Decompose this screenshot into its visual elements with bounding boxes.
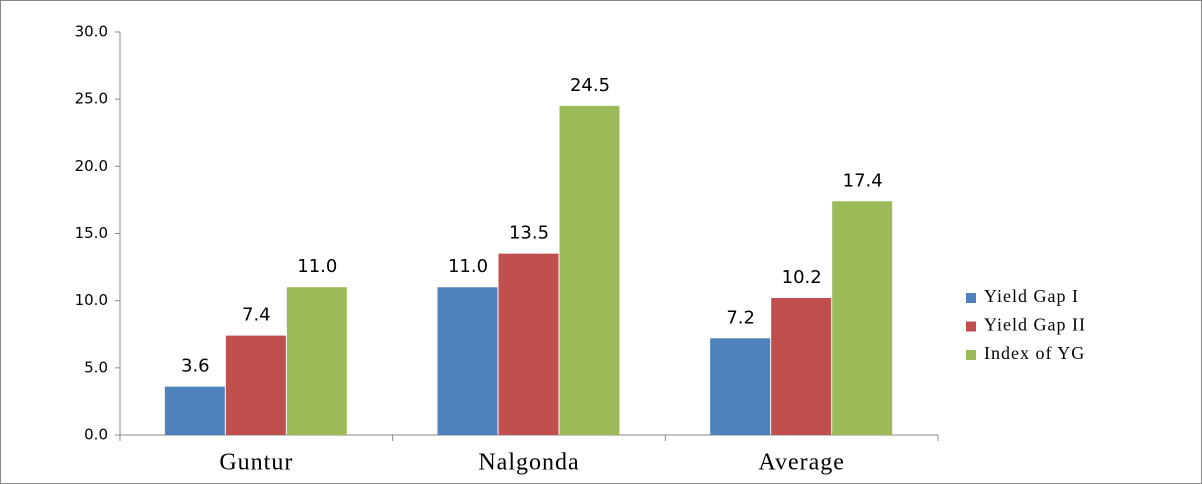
bar xyxy=(437,287,498,435)
data-label: 10.2 xyxy=(782,267,822,288)
legend-label: Yield Gap II xyxy=(984,315,1086,335)
y-tick-label: 30.0 xyxy=(75,23,108,41)
y-tick-label: 0.0 xyxy=(84,426,108,444)
y-tick-label: 15.0 xyxy=(75,224,108,242)
legend-swatch xyxy=(966,321,976,332)
data-label: 17.4 xyxy=(843,170,883,191)
bar xyxy=(832,201,893,435)
data-label: 7.4 xyxy=(242,305,271,326)
bar xyxy=(498,253,559,435)
y-tick-label: 20.0 xyxy=(75,157,108,175)
legend-label: Yield Gap I xyxy=(984,286,1079,306)
x-tick-label: Nalgonda xyxy=(478,450,579,476)
x-tick-label: Guntur xyxy=(219,450,293,476)
y-tick-label: 10.0 xyxy=(75,291,108,309)
y-tick-label: 5.0 xyxy=(84,358,108,376)
legend-label: Index of YG xyxy=(984,343,1085,363)
bar xyxy=(225,335,286,435)
data-label: 7.2 xyxy=(726,307,755,328)
bar xyxy=(164,386,225,435)
data-label: 24.5 xyxy=(570,75,610,96)
x-tick-label: Average xyxy=(758,450,845,476)
y-tick-label: 25.0 xyxy=(75,90,108,108)
data-label: 13.5 xyxy=(509,223,549,244)
bar xyxy=(286,287,347,435)
legend-swatch xyxy=(966,350,976,360)
legend-swatch xyxy=(966,293,976,303)
bar xyxy=(559,105,620,435)
data-label: 11.0 xyxy=(448,256,488,277)
bar xyxy=(710,338,771,435)
bar xyxy=(771,297,832,435)
data-label: 11.0 xyxy=(297,256,337,277)
data-label: 3.6 xyxy=(181,356,210,377)
